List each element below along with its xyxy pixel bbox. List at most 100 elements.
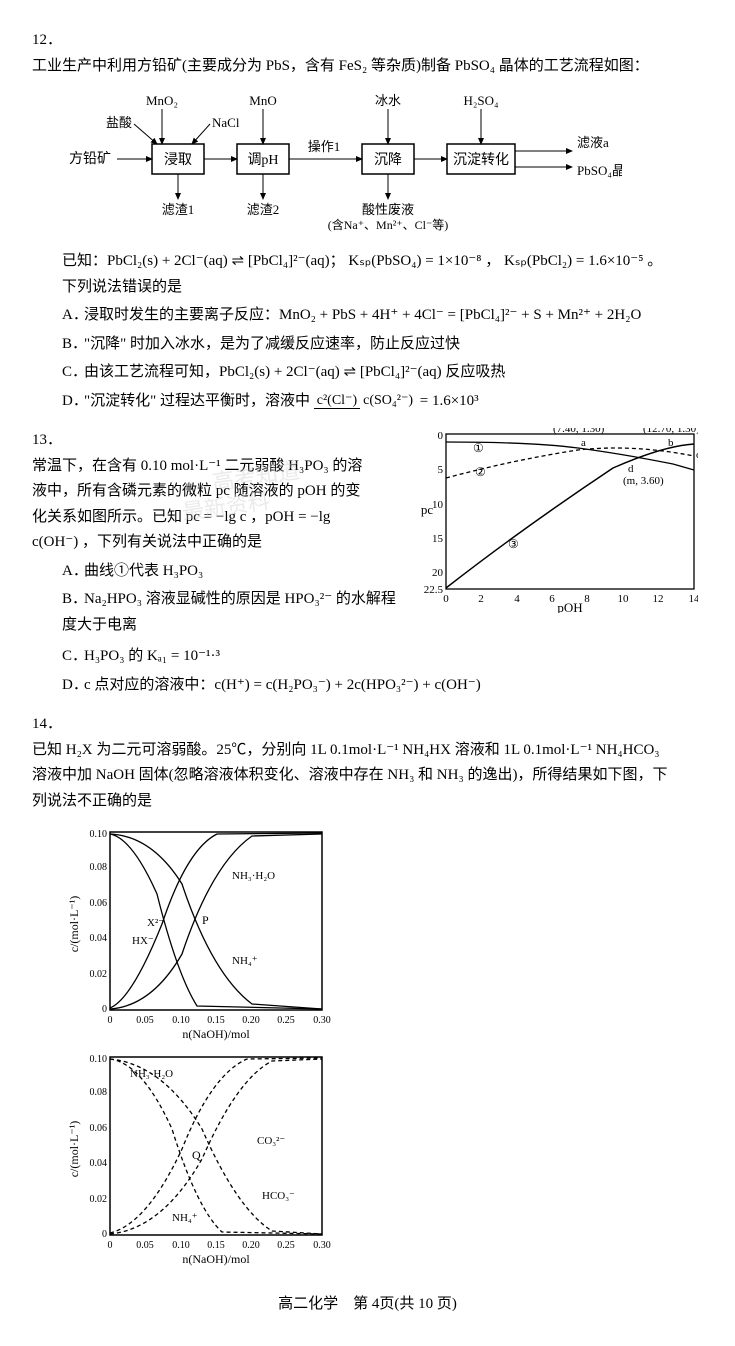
svg-text:冰水: 冰水 — [375, 93, 401, 108]
svg-text:MnO₂: MnO₂ — [146, 93, 178, 108]
svg-text:0.04: 0.04 — [90, 1158, 108, 1169]
svg-text:NaCl: NaCl — [212, 115, 240, 130]
svg-text:n(NaOH)/mol: n(NaOH)/mol — [182, 1027, 250, 1041]
svg-text:③: ③ — [508, 537, 519, 551]
svg-text:0.02: 0.02 — [90, 969, 108, 980]
q13-opt-c: C．H₃PO₃ 的 Kₐ₁ = 10⁻¹·³ — [32, 644, 703, 670]
svg-text:0: 0 — [102, 1229, 107, 1240]
svg-text:0.25: 0.25 — [277, 1240, 295, 1251]
q13-opt-d: D．c 点对应的溶液中：c(H⁺) = c(H₂PO₃⁻) + 2c(HPO₃²… — [32, 673, 703, 699]
svg-text:NH₄⁺: NH₄⁺ — [232, 955, 258, 967]
svg-text:6: 6 — [549, 593, 555, 605]
q12-d-pre: "沉淀转化" 过程达平衡时，溶液中 — [84, 393, 314, 409]
q13-opt-a: A．曲线①代表 H₃PO₃ — [32, 559, 405, 585]
svg-text:0.10: 0.10 — [172, 1015, 190, 1026]
q13-stem: 常温下，在含有 0.10 mol·L⁻¹ 二元弱酸 H₃PO₃ 的溶液中，所有含… — [32, 454, 373, 556]
svg-text:NH₃·H₂O: NH₃·H₂O — [130, 1068, 173, 1080]
svg-text:a: a — [581, 437, 586, 449]
svg-text:NH₄⁺: NH₄⁺ — [172, 1212, 198, 1224]
svg-text:CO₃²⁻: CO₃²⁻ — [257, 1135, 285, 1147]
q12-ask: 下列说法错误的是 — [32, 275, 703, 301]
q12-opt-d: D．"沉淀转化" 过程达平衡时，溶液中 c²(Cl⁻)c(SO₄²⁻) = 1.… — [32, 389, 703, 415]
svg-text:酸性废液: 酸性废液 — [362, 202, 414, 217]
svg-text:0.30: 0.30 — [313, 1015, 331, 1026]
svg-text:(12.70, 1.30): (12.70, 1.30) — [643, 428, 698, 435]
svg-text:NH₃·H₂O: NH₃·H₂O — [232, 870, 275, 882]
svg-text:0.05: 0.05 — [136, 1015, 154, 1026]
svg-text:22.5: 22.5 — [424, 584, 444, 596]
svg-text:0.04: 0.04 — [90, 933, 108, 944]
q12-flowchart: 浸取 调pH 沉降 沉淀转化 MnO₂ 盐酸 NaCl MnO 冰水 — [32, 89, 703, 239]
svg-text:b: b — [668, 437, 674, 449]
svg-text:2: 2 — [478, 593, 484, 605]
svg-text:(含Na⁺、Mn²⁺、Cl⁻等): (含Na⁺、Mn²⁺、Cl⁻等) — [328, 217, 449, 232]
q12-stem: 工业生产中利用方铅矿(主要成分为 PbS，含有 FeS₂ 等杂质)制备 PbSO… — [32, 54, 671, 80]
svg-text:0.06: 0.06 — [90, 898, 108, 909]
svg-text:MnO: MnO — [249, 93, 276, 108]
svg-text:0: 0 — [108, 1015, 113, 1026]
q13-opt-b: B．Na₂HPO₃ 溶液显碱性的原因是 HPO₃²⁻ 的水解程度大于电离 — [32, 587, 405, 638]
q14-charts: 0 0.02 0.04 0.06 0.08 0.10 0 0.05 0.10 0.15 0.2… — [32, 824, 703, 1274]
q12-d-post: = 1.6×10³ — [416, 393, 479, 409]
svg-text:pOH: pOH — [557, 600, 582, 613]
svg-text:0: 0 — [108, 1240, 113, 1251]
q12-known: 已知：PbCl₂(s) + 2Cl⁻(aq) ⇌ [PbCl₄]²⁻(aq)； … — [32, 249, 703, 275]
svg-text:①: ① — [473, 441, 484, 455]
q12-b-text: "沉降" 时加入冰水，是为了减缓反应速率，防止反应过快 — [84, 336, 460, 352]
page-footer: 高二化学 第 4页(共 10 页) — [32, 1292, 703, 1318]
question-14: 14． 已知 H₂X 为二元可溶弱酸。25℃，分别向 1L 0.1mol·L⁻¹… — [32, 712, 703, 1274]
svg-text:PbSO₄晶体: PbSO₄晶体 — [577, 163, 622, 178]
svg-text:0.20: 0.20 — [242, 1015, 260, 1026]
svg-text:0.08: 0.08 — [90, 1087, 108, 1098]
svg-text:0: 0 — [438, 430, 444, 442]
svg-text:c: c — [696, 449, 698, 461]
svg-text:滤渣2: 滤渣2 — [247, 202, 280, 217]
q13-b-text: Na₂HPO₃ 溶液显碱性的原因是 HPO₃²⁻ 的水解程度大于电离 — [62, 591, 396, 633]
svg-text:H₂SO₄: H₂SO₄ — [463, 93, 499, 108]
q13-number: 13． — [32, 428, 62, 454]
svg-text:c/(mol·L⁻¹): c/(mol·L⁻¹) — [67, 896, 81, 953]
q14-chart-left: 00.020.04 0.060.080.10 00.050.10 0.150.2… — [62, 824, 332, 1049]
svg-text:14: 14 — [689, 593, 699, 605]
svg-text:8: 8 — [584, 593, 590, 605]
flowchart-svg: 浸取 调pH 沉降 沉淀转化 MnO₂ 盐酸 NaCl MnO 冰水 — [62, 89, 622, 239]
svg-text:5: 5 — [438, 464, 444, 476]
svg-text:0.06: 0.06 — [90, 1123, 108, 1134]
svg-text:12: 12 — [653, 593, 664, 605]
q12-opt-a: A．浸取时发生的主要离子反应：MnO₂ + PbS + 4H⁺ + 4Cl⁻ =… — [32, 303, 703, 329]
q13-a-text: 曲线①代表 H₃PO₃ — [84, 563, 203, 579]
q14-chart-right: 00.020.04 0.060.080.10 00.050.10 0.150.2… — [62, 1049, 332, 1274]
svg-text:0.10: 0.10 — [172, 1240, 190, 1251]
svg-text:4: 4 — [514, 593, 520, 605]
q13-chart: 0510 152022.5 pc 024 6810 1214 pOH ① ② — [413, 428, 698, 613]
svg-text:10: 10 — [618, 593, 630, 605]
svg-text:(m, 3.60): (m, 3.60) — [623, 475, 664, 487]
q12-a-text: 浸取时发生的主要离子反应：MnO₂ + PbS + 4H⁺ + 4Cl⁻ = [… — [84, 307, 641, 323]
svg-text:滤液a: 滤液a — [577, 135, 609, 150]
svg-text:0.15: 0.15 — [207, 1240, 225, 1251]
svg-text:(7.40, 1.30): (7.40, 1.30) — [553, 428, 605, 435]
svg-text:pc: pc — [421, 502, 434, 517]
q12-opt-c: C．由该工艺流程可知，PbCl₂(s) + 2Cl⁻(aq) ⇌ [PbCl₄]… — [32, 360, 703, 386]
q13-d-text: c 点对应的溶液中：c(H⁺) = c(H₂PO₃⁻) + 2c(HPO₃²⁻)… — [84, 677, 481, 693]
svg-text:滤渣1: 滤渣1 — [162, 202, 195, 217]
svg-text:沉淀转化: 沉淀转化 — [453, 152, 509, 168]
q12-c-text: 由该工艺流程可知，PbCl₂(s) + 2Cl⁻(aq) ⇌ [PbCl₄]²⁻… — [84, 364, 505, 380]
svg-text:0.15: 0.15 — [207, 1015, 225, 1026]
svg-text:0: 0 — [443, 593, 449, 605]
svg-text:方铅矿: 方铅矿 — [69, 151, 111, 167]
q12-d-den: c(SO₄²⁻) — [360, 393, 416, 408]
svg-text:d: d — [628, 463, 634, 475]
svg-text:HX⁻: HX⁻ — [132, 935, 154, 947]
svg-text:操作1: 操作1 — [308, 139, 341, 154]
svg-text:0.25: 0.25 — [277, 1015, 295, 1026]
q14-number: 14． — [32, 712, 62, 738]
svg-text:盐酸: 盐酸 — [106, 115, 132, 130]
q12-number: 12． — [32, 28, 62, 54]
svg-text:调pH: 调pH — [247, 152, 278, 168]
q12-opt-b: B．"沉降" 时加入冰水，是为了减缓反应速率，防止反应过快 — [32, 332, 703, 358]
q12-d-frac: c²(Cl⁻)c(SO₄²⁻) — [314, 389, 416, 413]
svg-text:沉降: 沉降 — [374, 152, 402, 168]
svg-text:20: 20 — [432, 567, 444, 579]
q13-c-text: H₃PO₃ 的 Kₐ₁ = 10⁻¹·³ — [84, 648, 220, 664]
